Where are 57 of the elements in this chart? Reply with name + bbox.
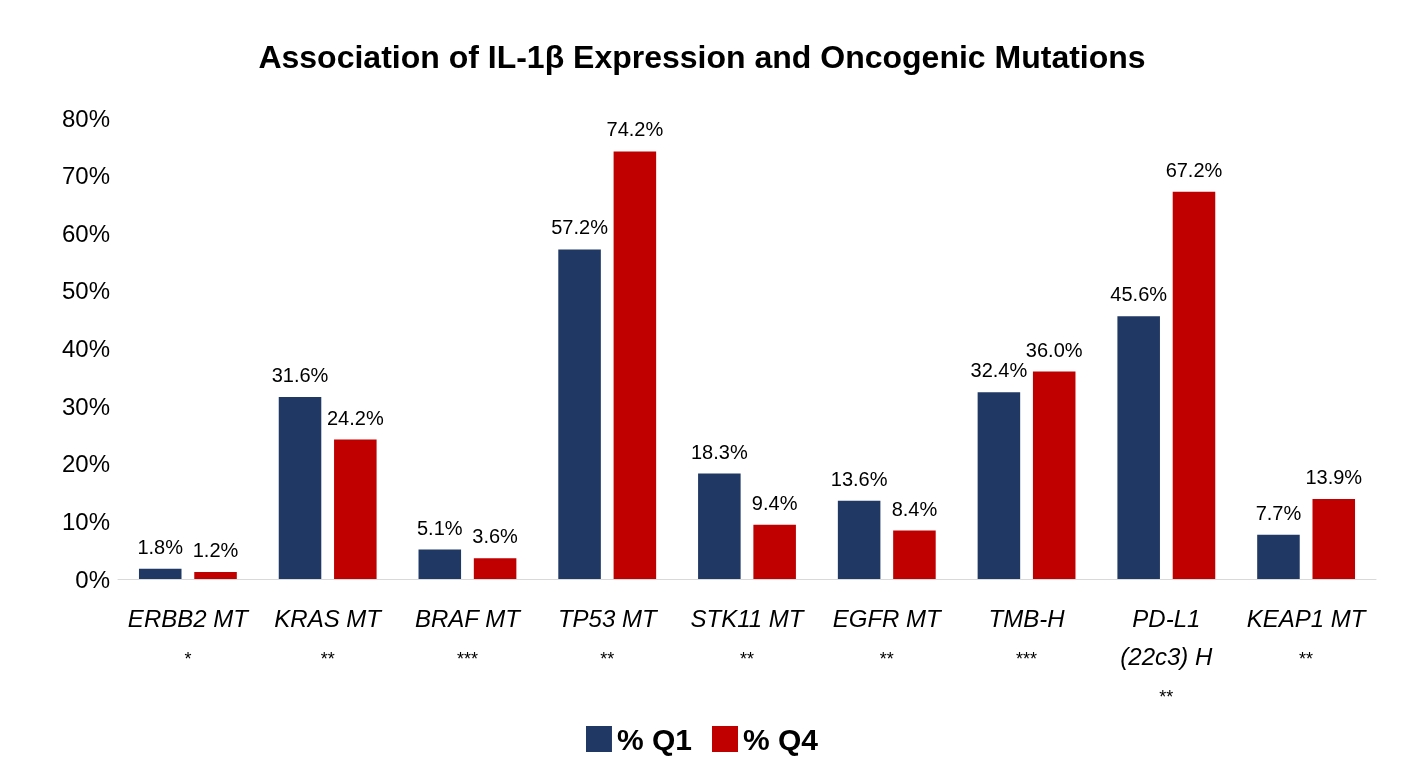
data-label: 1.8% (137, 535, 184, 558)
x-tick-label: EGFR MT ** (832, 604, 944, 669)
y-tick-label: 30% (61, 392, 110, 420)
x-tick-label: KRAS MT ** (274, 604, 384, 669)
chart-title: Association of IL-1β Expression and Oncogenic Mutations (258, 39, 1146, 75)
bar (138, 568, 182, 579)
bar (278, 396, 322, 579)
bar (837, 500, 881, 579)
data-label: 32.4% (970, 359, 1028, 382)
data-label: 7.7% (1255, 501, 1302, 524)
bar (418, 549, 462, 579)
y-tick-label: 60% (61, 219, 110, 247)
data-label: 8.4% (891, 497, 938, 520)
y-tick-label: 80% (61, 104, 110, 132)
data-label: 18.3% (690, 440, 748, 463)
data-label: 1.2% (192, 539, 239, 562)
bar (1032, 371, 1076, 579)
legend-label: % Q4 (743, 722, 819, 756)
bar (1312, 498, 1356, 579)
bar (698, 473, 741, 579)
data-label: 74.2% (606, 118, 664, 141)
y-tick-label: 0% (75, 565, 110, 593)
x-tick-label: TMB-H *** (988, 604, 1066, 669)
y-tick-label: 10% (61, 507, 110, 535)
data-label: 36.0% (1025, 338, 1083, 361)
y-tick-label: 70% (61, 162, 110, 190)
bar (473, 558, 517, 579)
data-label: 31.6% (271, 363, 329, 386)
x-tick-label: KEAP1 MT ** (1246, 604, 1368, 669)
data-label: 24.2% (326, 406, 384, 429)
data-label: 13.9% (1305, 465, 1363, 488)
bar (977, 392, 1021, 579)
bar (613, 151, 657, 579)
data-label: 5.1% (417, 516, 463, 539)
data-label: 3.6% (472, 525, 519, 548)
bar (753, 524, 796, 579)
bar (558, 249, 601, 579)
y-tick-label: 40% (61, 335, 110, 362)
bar (1117, 316, 1160, 579)
bar (1257, 534, 1300, 579)
bar (1172, 191, 1216, 579)
data-label: 13.6% (830, 467, 888, 490)
x-tick-label: STK11 MT ** (690, 604, 806, 669)
bar (334, 439, 377, 579)
data-label: 57.2% (551, 216, 609, 239)
bar (194, 572, 237, 579)
bar (893, 530, 936, 579)
data-label: 9.4% (751, 491, 798, 514)
y-tick-label: 50% (61, 277, 110, 305)
legend-label: % Q1 (616, 722, 692, 756)
x-tick-label: ERBB2 MT * (127, 604, 251, 669)
data-label: 45.6% (1110, 283, 1168, 306)
data-label: 67.2% (1165, 158, 1223, 181)
y-tick-label: 20% (61, 450, 110, 478)
x-tick-label: TP53 MT ** (557, 604, 659, 669)
x-tick-label: BRAF MT *** (414, 604, 523, 669)
x-tick-label: PD-L1 (22c3) H ** (1120, 604, 1214, 707)
